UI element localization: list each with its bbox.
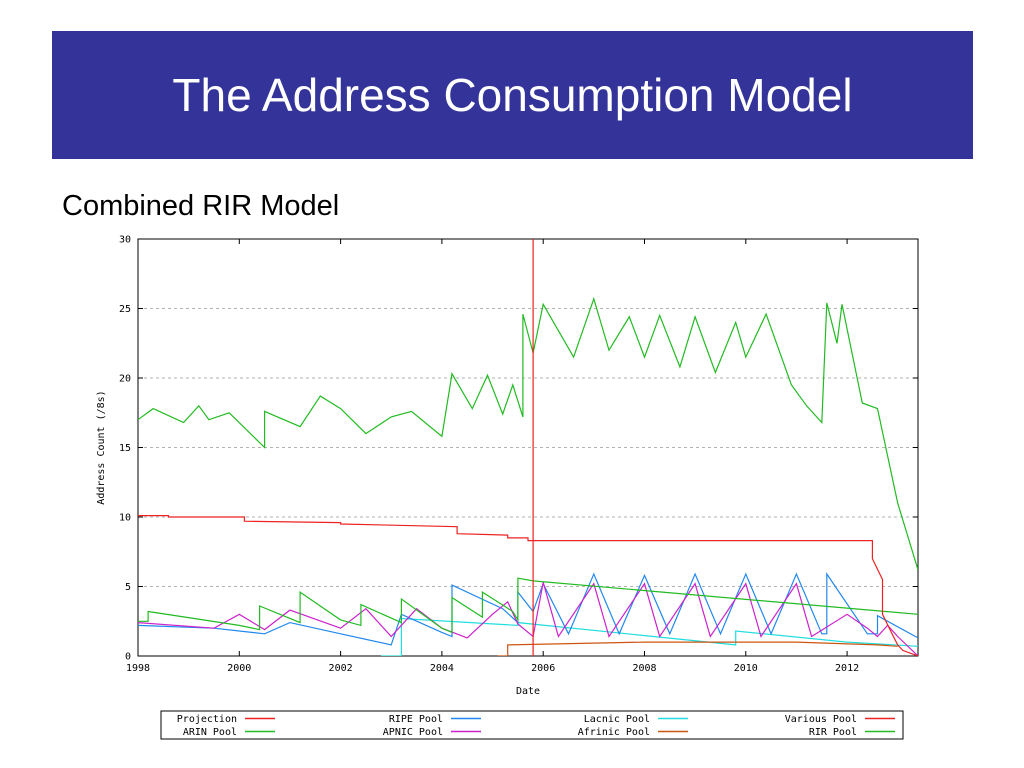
legend-label: Various Pool [785,714,857,725]
x-axis-label: Date [516,686,540,697]
legend [160,710,904,740]
series-lacnic-line [381,617,918,656]
x-tick-label: 2002 [329,663,353,674]
series-rir-line [138,296,918,570]
legend-label: Lacnic Pool [584,714,650,725]
legend-label: RIR Pool [809,727,857,738]
y-tick-label: 25 [119,304,131,315]
y-tick-label: 10 [119,513,131,524]
series-ripe-line [138,572,918,646]
x-tick-label: 2000 [227,663,251,674]
x-tick-label: 2008 [632,663,656,674]
x-tick-label: 2006 [531,663,555,674]
series-afrinic-line [497,641,898,656]
x-tick-label: 1998 [126,663,150,674]
x-tick-label: 2012 [835,663,859,674]
x-tick-label: 2004 [430,663,454,674]
title-bar: The Address Consumption Model [52,31,973,159]
y-tick-label: 15 [119,443,131,454]
legend-label: Projection [177,714,237,725]
y-axis-label: Address Count (/8s) [96,390,107,504]
series-arin-line [138,577,918,634]
x-tick-label: 2010 [734,663,758,674]
legend-label: RIPE Pool [389,714,443,725]
y-tick-label: 0 [125,652,131,663]
legend-label: Afrinic Pool [578,727,650,738]
y-tick-label: 20 [119,374,131,385]
chart-subtitle: Combined RIR Model [62,190,340,222]
page-title: The Address Consumption Model [172,69,853,121]
legend-label: ARIN Pool [183,727,237,738]
y-tick-label: 30 [119,235,131,246]
series-various-line [138,514,918,656]
y-tick-label: 5 [125,582,131,593]
legend-label: APNIC Pool [383,727,443,738]
